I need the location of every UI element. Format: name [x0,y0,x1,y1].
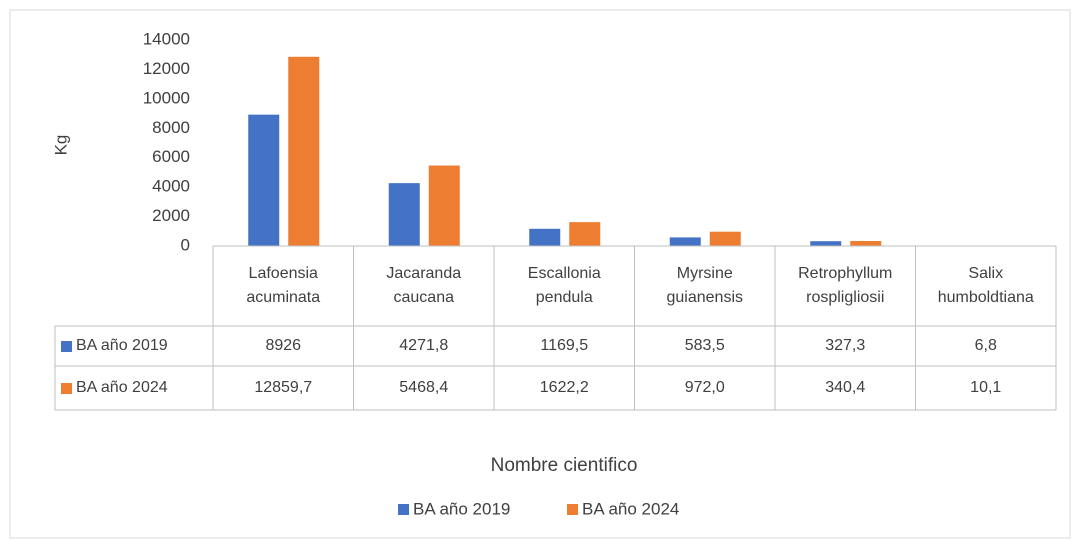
table-value-text: 1622,2 [539,379,589,396]
bar [850,240,882,246]
y-tick-label: 8000 [152,118,190,137]
table-value-text: 340,4 [825,379,866,396]
category-label: Escallonia pendula [494,246,635,326]
y-tick-label: 0 [181,235,190,254]
table-value: 1622,2 [494,366,635,410]
y-tick-label: 10000 [143,88,190,107]
table-value: 972,0 [635,366,776,410]
table-value: 340,4 [775,366,916,410]
table-value-text: 972,0 [684,379,725,396]
bar [569,222,601,246]
table-value-text: 583,5 [684,337,725,354]
table-value-text: 8926 [265,337,302,354]
series-name: BA año 2024 [76,379,168,396]
table-value-text: 12859,7 [254,379,313,396]
table-value-text: 4271,8 [399,337,449,354]
table-value: 583,5 [635,326,776,366]
legend-label: BA año 2024 [582,499,679,518]
table-value-text: 10,1 [970,379,1002,396]
table-value: 12859,7 [213,366,354,410]
bar [388,183,420,246]
table-value-text: 6,8 [974,337,997,354]
table-value: 4271,8 [354,326,495,366]
category-label-text: Salix humboldtiana [937,265,1034,306]
y-tick-label: 4000 [152,177,190,196]
legend-key [398,504,409,515]
table-value: 6,8 [916,326,1057,366]
legend-key [61,382,72,394]
table-row-label: BA año 2019 [55,326,213,366]
category-label-text: Myrsine guianensis [666,265,744,306]
table-value: 327,3 [775,326,916,366]
y-tick-label: 12000 [143,59,190,78]
category-label: Myrsine guianensis [635,246,776,326]
legend-key [61,340,72,352]
legend-label: BA año 2019 [413,499,510,518]
y-axis-title: Kg [51,135,70,156]
bar [669,237,701,246]
table-value: 8926 [213,326,354,366]
chart-frame [9,9,1071,539]
y-tick-label: 2000 [152,206,190,225]
x-axis-title: Nombre cientifico [491,455,638,476]
table-value-text: 5468,4 [399,379,449,396]
bar [428,165,460,246]
table-value: 10,1 [916,366,1057,410]
table-value: 1169,5 [494,326,635,366]
category-label-text: Jacaranda caucana [386,265,462,306]
legend-key [567,504,578,515]
y-tick-label: 6000 [152,147,190,166]
bar [709,231,741,246]
y-tick-label: 14000 [143,29,190,48]
bar [529,228,561,246]
category-label-text: Escallonia pendula [527,265,601,306]
table-row-label: BA año 2024 [55,366,213,410]
table-value-text: 1169,5 [540,337,589,354]
category-label: Salix humboldtiana [916,246,1057,326]
table-value: 5468,4 [354,366,495,410]
bar [248,114,280,247]
bar [288,56,320,246]
table-value-text: 327,3 [825,337,866,354]
category-label: Lafoensia acuminata [213,246,354,326]
category-label-text: Lafoensia acuminata [246,265,321,306]
category-label: Retrophyllum rospligliosii [775,246,916,326]
series-name: BA año 2019 [76,337,168,354]
bar [810,241,842,246]
category-label: Jacaranda caucana [354,246,495,326]
category-label-text: Retrophyllum rospligliosii [798,265,893,306]
